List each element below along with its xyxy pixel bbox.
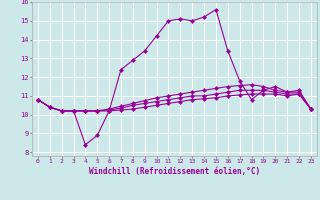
X-axis label: Windchill (Refroidissement éolien,°C): Windchill (Refroidissement éolien,°C) — [89, 167, 260, 176]
